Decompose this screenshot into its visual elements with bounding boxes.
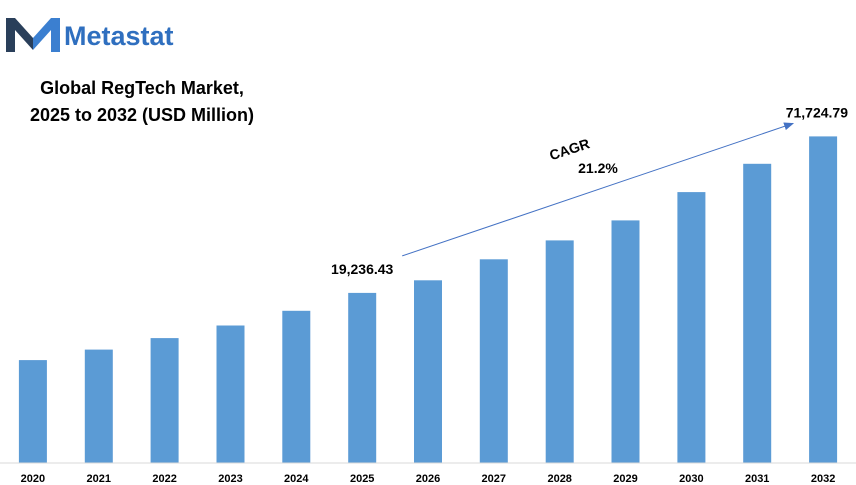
data-label-2032: 71,724.79	[786, 104, 848, 120]
bar-2025	[348, 292, 377, 463]
metastat-m-logo-icon: Metastat	[6, 18, 174, 52]
bar-2023	[216, 325, 245, 463]
metastat-logo: Metastat	[6, 14, 221, 56]
data-labels: 19,236.43 71,724.79	[331, 104, 848, 277]
chart-title-line-1: Global RegTech Market,	[40, 78, 244, 98]
x-tick-label-2020: 2020	[21, 473, 45, 485]
cagr-value: 21.2%	[578, 160, 618, 176]
x-tick-label-2027: 2027	[482, 473, 506, 485]
bar-2030	[677, 192, 706, 463]
cagr-annotation: CAGR 21.2%	[402, 122, 795, 257]
x-tick-labels: 2020 2021 2022 2023 2024 2025 2026 2027 2028 2029…	[21, 473, 836, 485]
x-tick-label-2032: 2032	[811, 473, 835, 485]
bars-group	[18, 136, 838, 464]
logo-m-dark-stroke	[6, 18, 33, 52]
x-tick-label-2029: 2029	[613, 473, 637, 485]
data-label-2025: 19,236.43	[331, 261, 393, 277]
x-tick-label-2030: 2030	[679, 473, 703, 485]
bar-2024	[282, 310, 311, 464]
logo-m-blue-stroke	[33, 18, 60, 52]
x-tick-label-2031: 2031	[745, 473, 769, 485]
x-tick-label-2023: 2023	[218, 473, 242, 485]
bar-2027	[479, 259, 508, 463]
x-tick-label-2024: 2024	[284, 473, 309, 485]
x-tick-label-2021: 2021	[87, 473, 111, 485]
x-tick-label-2022: 2022	[152, 473, 176, 485]
x-tick-label-2026: 2026	[416, 473, 440, 485]
x-tick-label-2028: 2028	[547, 473, 571, 485]
bar-2022	[150, 338, 179, 463]
bar-2026	[414, 280, 442, 463]
bar-2031	[743, 163, 772, 464]
bar-2021	[84, 349, 113, 463]
cagr-arrow	[402, 122, 795, 257]
logo-text: Metastat	[64, 21, 174, 51]
bar-2029	[611, 220, 640, 463]
bar-2028	[545, 240, 574, 463]
bar-2032	[809, 136, 838, 463]
chart-title-line-2: 2025 to 2032 (USD Million)	[30, 105, 254, 125]
bar-2020	[18, 360, 47, 463]
x-tick-label-2025: 2025	[350, 473, 374, 485]
